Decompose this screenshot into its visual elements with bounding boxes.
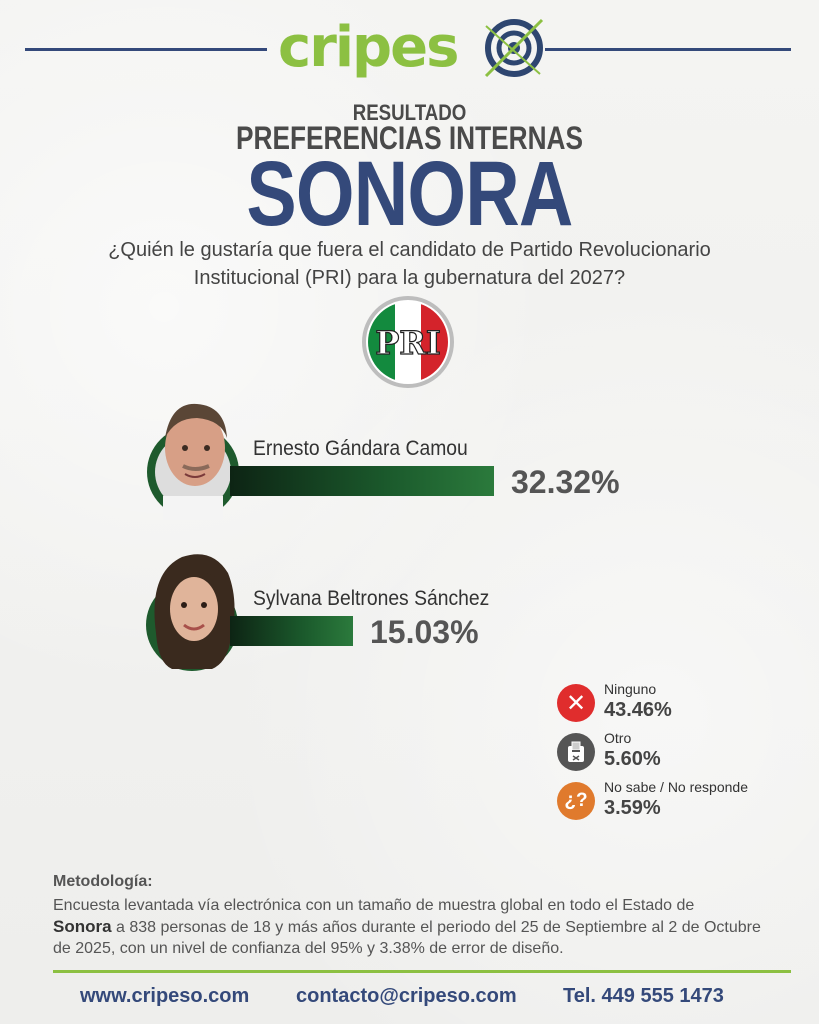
footer-website-link[interactable]: www.cripeso.com xyxy=(80,985,250,1007)
footer-email-link[interactable]: contacto@cripeso.com xyxy=(296,985,517,1007)
other-ninguno-value: 43.46% xyxy=(604,699,672,721)
ballot-box-icon xyxy=(557,733,595,771)
header-line-right xyxy=(545,48,791,51)
title-state: SONORA xyxy=(246,143,573,245)
footer-phone: Tel. 449 555 1473 xyxy=(563,985,724,1007)
methodology-title: Metodología: xyxy=(53,873,153,890)
candidate-1-bar xyxy=(230,466,494,496)
survey-question: ¿Quién le gustaría que fuera el candidat… xyxy=(108,239,711,289)
x-icon: ✕ xyxy=(557,684,595,722)
candidate-2-percent: 15.03% xyxy=(370,614,479,650)
methodology-text-2: a 838 personas de 18 y más años durante … xyxy=(53,919,761,957)
logo-text-green: cripes xyxy=(278,15,459,80)
other-otro-value: 5.60% xyxy=(604,748,661,770)
candidate-1-name: Ernesto Gándara Camou xyxy=(253,437,468,460)
candidate-1-percent: 32.32% xyxy=(511,464,620,500)
candidate-2-name: Sylvana Beltrones Sánchez xyxy=(253,587,490,610)
cripeso-logo: cripes xyxy=(278,12,544,84)
target-icon xyxy=(484,18,544,78)
footer-line xyxy=(53,970,791,973)
pri-logo-text: PRI xyxy=(375,324,441,362)
methodology-state: Sonora xyxy=(53,917,112,936)
question-icon: ¿? xyxy=(557,782,595,820)
methodology-text: Encuesta levantada vía electrónica con u… xyxy=(53,895,783,959)
pri-logo-icon: PRI xyxy=(362,296,454,388)
candidate-1-avatar xyxy=(147,403,239,520)
candidate-2-bar xyxy=(230,616,353,646)
title-resultado: RESULTADO xyxy=(352,100,467,125)
candidate-2-avatar xyxy=(146,554,238,671)
other-otro-label: Otro xyxy=(604,730,632,746)
other-nosabe-value: 3.59% xyxy=(604,797,661,819)
other-nosabe-label: No sabe / No responde xyxy=(604,779,748,795)
methodology-text-1: Encuesta levantada vía electrónica con u… xyxy=(53,897,695,914)
title-preferencias: PREFERENCIAS INTERNAS xyxy=(236,120,583,156)
other-ninguno-label: Ninguno xyxy=(604,681,657,697)
header-line-left xyxy=(25,48,267,51)
